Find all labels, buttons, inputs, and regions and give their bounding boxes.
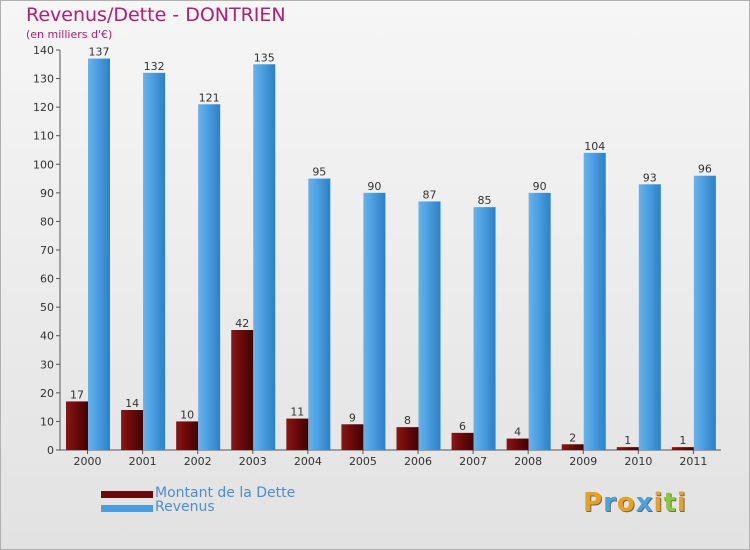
data-label-revenus: 121: [199, 91, 220, 104]
bar-revenus: [473, 207, 496, 450]
bar-dette: [286, 418, 309, 450]
y-tick-label: 20: [40, 387, 54, 400]
bar-revenus: [418, 201, 441, 450]
x-tick-label: 2000: [74, 455, 102, 468]
data-label-dette: 2: [569, 431, 576, 444]
chart-subtitle: (en milliers d'€): [26, 28, 113, 41]
logo-letter: o: [616, 488, 636, 518]
x-tick-label: 2009: [569, 455, 597, 468]
x-tick-label: 2005: [349, 455, 377, 468]
y-tick-label: 100: [33, 158, 54, 171]
logo-letter: P: [583, 488, 604, 518]
data-label-dette: 8: [404, 414, 411, 427]
x-tick-label: 2006: [404, 455, 432, 468]
data-label-revenus: 87: [422, 188, 436, 201]
data-label-dette: 17: [70, 388, 84, 401]
bar-revenus: [638, 184, 661, 451]
bar-revenus: [528, 192, 551, 450]
x-tick-label: 2011: [679, 455, 707, 468]
bar-revenus: [253, 64, 276, 451]
bar-dette: [231, 330, 254, 450]
bar-revenus: [583, 152, 606, 450]
y-tick-label: 30: [40, 358, 54, 371]
y-tick-label: 50: [40, 301, 54, 314]
y-tick-label: 40: [40, 330, 54, 343]
bar-revenus: [143, 72, 166, 450]
data-label-dette: 10: [180, 408, 194, 421]
x-tick-label: 2002: [184, 455, 212, 468]
bar-dette: [506, 438, 529, 450]
data-label-dette: 1: [624, 434, 631, 447]
logo-letter: t: [663, 488, 677, 518]
x-tick-label: 2007: [459, 455, 487, 468]
data-label-revenus: 90: [533, 180, 547, 193]
proxiti-logo: Proxiti: [583, 488, 687, 518]
x-tick-label: 2008: [514, 455, 542, 468]
bar-revenus: [693, 175, 716, 450]
legend-swatch-dette: [101, 491, 153, 498]
y-tick-label: 0: [47, 444, 54, 457]
data-label-dette: 42: [235, 317, 249, 330]
data-label-dette: 11: [290, 406, 304, 419]
y-tick-label: 120: [33, 101, 54, 114]
data-label-dette: 9: [349, 411, 356, 424]
y-tick-label: 10: [40, 415, 54, 428]
legend-label-revenus: Revenus: [155, 499, 215, 515]
data-label-revenus: 85: [478, 194, 492, 207]
bar-revenus: [88, 58, 110, 450]
data-label-revenus: 135: [254, 51, 275, 64]
bar-dette: [341, 424, 364, 450]
y-tick-label: 110: [33, 130, 54, 143]
data-label-revenus: 93: [643, 171, 657, 184]
bar-revenus: [198, 104, 221, 451]
bar-dette: [451, 432, 474, 450]
data-label-dette: 1: [679, 434, 686, 447]
y-tick-label: 60: [40, 273, 54, 286]
bar-dette: [561, 444, 584, 450]
x-tick-label: 2004: [294, 455, 322, 468]
bar-revenus: [363, 192, 386, 450]
logo-letter: i: [676, 488, 687, 518]
data-label-dette: 6: [459, 420, 466, 433]
bar-dette: [121, 410, 144, 450]
bar-dette: [396, 427, 419, 450]
data-label-dette: 4: [514, 426, 521, 439]
x-tick-label: 2001: [129, 455, 157, 468]
logo-letter: i: [653, 488, 664, 518]
legend-label-dette: Montant de la Dette: [155, 485, 296, 501]
bar-dette: [671, 447, 694, 450]
logo-letter: r: [603, 488, 617, 518]
y-tick-label: 130: [33, 73, 54, 86]
data-label-revenus: 132: [144, 60, 165, 73]
bar-revenus: [308, 178, 331, 451]
logo-letter: x: [635, 488, 654, 518]
data-label-revenus: 95: [312, 166, 326, 179]
x-tick-label: 2003: [239, 455, 267, 468]
legend-swatch-revenus: [101, 505, 153, 512]
y-tick-label: 140: [33, 44, 54, 57]
y-tick-label: 90: [40, 187, 54, 200]
bar-dette: [66, 401, 88, 450]
data-label-dette: 14: [125, 397, 139, 410]
bar-dette: [176, 421, 199, 450]
y-tick-label: 80: [40, 215, 54, 228]
data-label-revenus: 96: [698, 163, 712, 176]
bar-dette: [616, 447, 639, 450]
data-label-revenus: 90: [367, 180, 381, 193]
chart-title: Revenus/Dette - DONTRIEN: [26, 4, 286, 26]
data-label-revenus: 137: [89, 46, 110, 59]
data-label-revenus: 104: [584, 140, 605, 153]
x-tick-label: 2010: [624, 455, 652, 468]
y-tick-label: 70: [40, 244, 54, 257]
